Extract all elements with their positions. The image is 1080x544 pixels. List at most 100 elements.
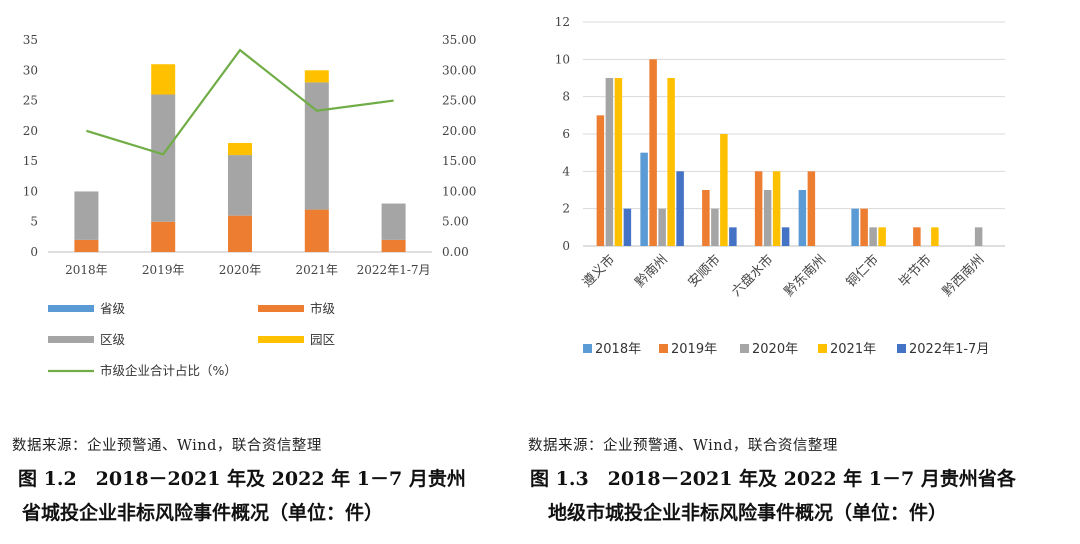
y-tick-label: 10 [555, 52, 570, 66]
y-tick-label: 35 [23, 33, 38, 47]
chart-2-grouped-bar: 0 2 4 6 8 10 12 遵义市 黔南州 安顺市 六盘水市 黔东南州 铜仁市 毕节市 黔西南州 2018… [555, 15, 1005, 357]
chart-1-stacked-bar-line: 0 5 10 15 20 25 30 35 0.00 5.00 10.00 15.00 20.00 25.… [23, 33, 477, 378]
bar-segment [228, 142, 252, 156]
y2-tick-label: 5.00 [442, 215, 469, 229]
bar [913, 227, 921, 246]
y-tick-label: 12 [555, 15, 570, 29]
legend-swatch [818, 344, 827, 353]
legend-label: 市级 [310, 301, 336, 316]
bar [754, 171, 763, 246]
bar-segment [151, 94, 176, 222]
y-tick-label: 30 [23, 63, 38, 77]
legend-swatch [48, 336, 94, 343]
bar [869, 227, 877, 246]
y-tick-label: 20 [23, 124, 38, 138]
bar [729, 227, 737, 246]
y-tick-label: 0 [562, 239, 570, 253]
x-tick-label: 2019年 [142, 263, 185, 277]
legend-label: 2022年1-7月 [909, 342, 989, 357]
bar-segment [228, 215, 252, 252]
x-tick-label: 六盘水市 [728, 252, 776, 300]
legend-label: 省级 [100, 301, 126, 316]
legend-swatch [258, 305, 304, 312]
legend-swatch [897, 344, 906, 353]
x-tick-label: 2022年1-7月 [357, 263, 431, 277]
bar [772, 171, 781, 246]
source-note-right: 数据来源：企业预警通、Wind，联合资信整理 [528, 438, 838, 454]
legend-swatch [740, 344, 749, 353]
legend-label: 区级 [100, 332, 126, 347]
legend-label: 市级企业合计占比（%） [100, 363, 237, 378]
bar-segment [151, 64, 176, 95]
caption-left-line1: 图 1.2 2018－2021 年及 2022 年 1－7 月贵州 [18, 468, 466, 490]
y-tick-label: 10 [23, 184, 38, 198]
x-tick-label: 黔南州 [632, 252, 671, 291]
bar [878, 227, 886, 246]
x-tick-label: 安顺市 [685, 252, 724, 291]
legend-label: 2019年 [671, 342, 717, 357]
bar-segment [381, 239, 406, 252]
legend-swatch [659, 344, 668, 353]
bar [649, 59, 657, 247]
legend-label: 2021年 [830, 342, 876, 357]
caption-right-line2: 地级市城投企业非标风险事件概况（单位：件） [548, 502, 948, 524]
y2-tick-label: 30.00 [442, 63, 476, 77]
bar [974, 227, 983, 246]
bar [720, 134, 728, 246]
legend-label: 2018年 [595, 342, 641, 357]
y-tick-label: 15 [23, 154, 38, 168]
bar [658, 208, 666, 246]
y-tick-label: 25 [23, 94, 38, 108]
bar [931, 227, 939, 246]
x-tick-label: 铜仁市 [843, 252, 882, 291]
x-tick-label: 遵义市 [579, 252, 618, 291]
y-tick-label: 2 [562, 202, 570, 216]
bar [807, 171, 816, 246]
bar [711, 208, 719, 246]
y2-tick-label: 25.00 [442, 94, 476, 108]
bar-segment [74, 239, 99, 252]
y2-tick-label: 10.00 [442, 184, 476, 198]
bar [623, 208, 632, 246]
y2-tick-label: 35.00 [442, 33, 476, 47]
source-note-left: 数据来源：企业预警通、Wind，联合资信整理 [12, 438, 322, 454]
y2-tick-label: 0.00 [442, 245, 469, 259]
bar-segment [304, 70, 329, 83]
bar [781, 227, 790, 246]
bar-segment [381, 203, 406, 240]
bar [851, 208, 859, 246]
legend-swatch [583, 344, 592, 353]
bar [676, 171, 684, 246]
legend-label: 2020年 [752, 342, 798, 357]
bar [596, 115, 605, 246]
x-tick-label: 毕节市 [896, 252, 935, 291]
y-tick-label: 8 [562, 90, 570, 104]
bar-segment [151, 221, 176, 252]
y-tick-label: 0 [30, 245, 38, 259]
x-tick-label: 2018年 [65, 263, 108, 277]
caption-left-line2: 省城投企业非标风险事件概况（单位：件） [22, 502, 384, 524]
x-tick-label: 黔东南州 [781, 252, 829, 300]
bar [702, 190, 710, 246]
x-tick-label: 黔西南州 [939, 252, 987, 300]
x-tick-label: 2021年 [296, 263, 339, 277]
legend-swatch [48, 305, 94, 312]
bar [667, 78, 675, 246]
y2-tick-label: 15.00 [442, 154, 476, 168]
x-tick-label: 2020年 [219, 263, 262, 277]
bar [798, 190, 807, 246]
legend-swatch [258, 336, 304, 343]
bar-segment [304, 209, 329, 252]
y2-tick-label: 20.00 [442, 124, 476, 138]
bar [640, 152, 648, 246]
bar-segment [228, 155, 252, 216]
bar [763, 190, 772, 246]
y-tick-label: 5 [30, 215, 38, 229]
caption-right-line1: 图 1.3 2018－2021 年及 2022 年 1－7 月贵州省各 [530, 468, 1016, 490]
y-tick-label: 4 [562, 164, 570, 178]
bar [614, 78, 623, 246]
bar [860, 208, 868, 246]
bar-segment [74, 191, 99, 240]
legend-label: 园区 [310, 332, 335, 347]
y-tick-label: 6 [562, 127, 570, 141]
